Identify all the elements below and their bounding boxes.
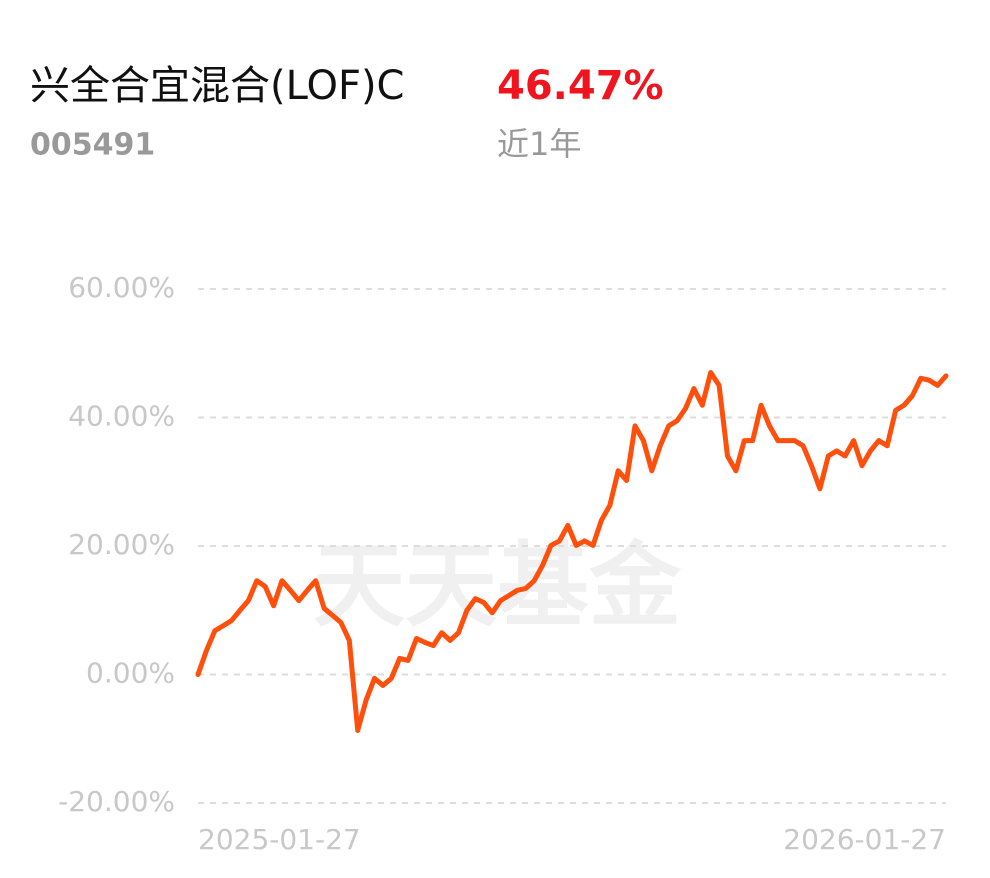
return-value: 46.47% <box>497 63 664 109</box>
y-tick-label: -20.00% <box>58 785 175 818</box>
y-tick-label: 40.00% <box>68 400 175 433</box>
x-tick-label: 2025-01-27 <box>198 823 361 856</box>
watermark: 天天基金 <box>313 532 682 639</box>
line-series <box>195 370 949 733</box>
x-tick-label: 2026-01-27 <box>783 823 946 856</box>
fund-code: 005491 <box>30 128 155 163</box>
period-label: 近1年 <box>497 125 581 163</box>
y-tick-label: 0.00% <box>86 657 175 690</box>
fund-title: 兴全合宜混合(LOF)C <box>30 63 405 109</box>
y-tick-label: 60.00% <box>68 271 175 304</box>
y-tick-label: 20.00% <box>68 528 175 561</box>
